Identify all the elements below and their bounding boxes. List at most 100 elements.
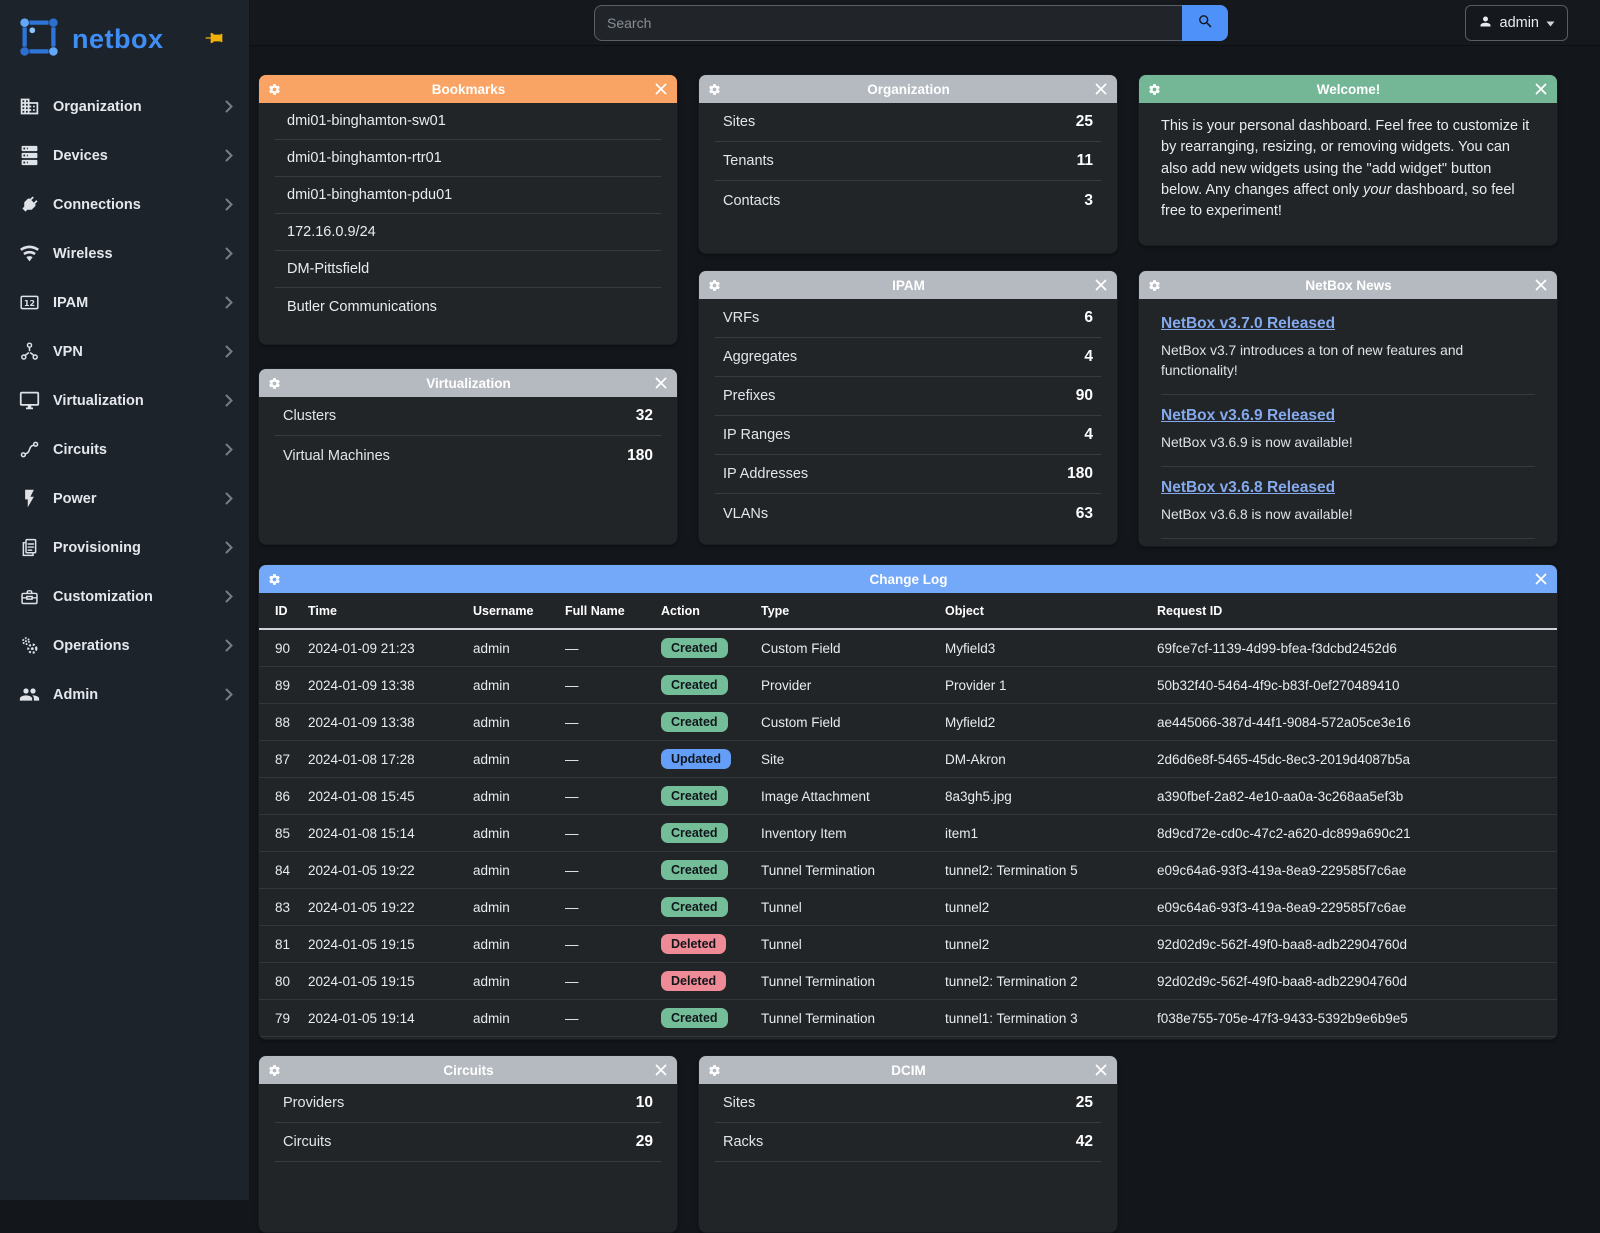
change-id-link[interactable]: 89 [275, 678, 308, 693]
sidebar-item-admin[interactable]: Admin [0, 670, 249, 719]
sidebar-item-vpn[interactable]: VPN [0, 327, 249, 376]
gear-icon[interactable] [268, 572, 282, 586]
bookmark-item[interactable]: dmi01-binghamton-sw01 [275, 103, 661, 140]
change-id-link[interactable]: 81 [275, 937, 308, 952]
change-id-link[interactable]: 85 [275, 826, 308, 841]
sidebar-item-virtualization[interactable]: Virtualization [0, 376, 249, 425]
gear-icon[interactable] [268, 82, 282, 96]
change-request-id-link[interactable]: e09c64a6-93f3-419a-8ea9-229585f7c6ae [1157, 863, 1541, 878]
change-request-id-link[interactable]: 92d02d9c-562f-49f0-baa8-adb22904760d [1157, 974, 1541, 989]
change-time-link[interactable]: 2024-01-05 19:15 [308, 974, 473, 989]
change-request-id-link[interactable]: f038e755-705e-47f3-9433-5392b9e6b9e5 [1157, 1011, 1541, 1026]
gear-icon[interactable] [268, 1063, 282, 1077]
change-id-link[interactable]: 79 [275, 1011, 308, 1026]
change-object-link[interactable]: tunnel2 [945, 900, 1157, 915]
close-icon[interactable] [1095, 1064, 1108, 1077]
change-request-id-link[interactable]: e09c64a6-93f3-419a-8ea9-229585f7c6ae [1157, 900, 1541, 915]
change-id-link[interactable]: 80 [275, 974, 308, 989]
change-object-link[interactable]: DM-Akron [945, 752, 1157, 767]
close-icon[interactable] [1535, 83, 1548, 96]
change-request-id-link[interactable]: 69fce7cf-1139-4d99-bfea-f3dcbd2452d6 [1157, 641, 1541, 656]
news-link[interactable]: NetBox v3.6.8 Released [1161, 479, 1335, 497]
change-time-link[interactable]: 2024-01-09 13:38 [308, 678, 473, 693]
change-request-id-link[interactable]: 50b32f40-5464-4f9c-b83f-0ef270489410 [1157, 678, 1541, 693]
change-request-id-link[interactable]: 8d9cd72e-cd0c-47c2-a620-dc899a690c21 [1157, 826, 1541, 841]
change-id-link[interactable]: 83 [275, 900, 308, 915]
change-time-link[interactable]: 2024-01-05 19:15 [308, 937, 473, 952]
close-icon[interactable] [1535, 279, 1548, 292]
change-request-id-link[interactable]: 92d02d9c-562f-49f0-baa8-adb22904760d [1157, 937, 1541, 952]
change-time-link[interactable]: 2024-01-08 15:45 [308, 789, 473, 804]
sidebar-item-operations[interactable]: Operations [0, 621, 249, 670]
change-id-link[interactable]: 87 [275, 752, 308, 767]
change-request-id-link[interactable]: a390fbef-2a82-4e10-aa0a-3c268aa5ef3b [1157, 789, 1541, 804]
user-menu-button[interactable]: admin [1465, 5, 1569, 41]
search-input[interactable] [594, 5, 1182, 41]
gear-icon[interactable] [708, 1063, 722, 1077]
gear-icon[interactable] [708, 82, 722, 96]
bookmark-item[interactable]: 172.16.0.9/24 [275, 214, 661, 251]
change-time-link[interactable]: 2024-01-08 17:28 [308, 752, 473, 767]
sidebar-item-power[interactable]: Power [0, 474, 249, 523]
change-id-link[interactable]: 88 [275, 715, 308, 730]
change-time-link[interactable]: 2024-01-08 15:14 [308, 826, 473, 841]
sidebar-item-connections[interactable]: Connections [0, 180, 249, 229]
change-time-link[interactable]: 2024-01-09 21:23 [308, 641, 473, 656]
gear-icon[interactable] [708, 278, 722, 292]
bookmark-item[interactable]: DM-Pittsfield [275, 251, 661, 288]
sidebar-item-organization[interactable]: Organization [0, 82, 249, 131]
change-id-link[interactable]: 86 [275, 789, 308, 804]
change-object-link[interactable]: Myfield3 [945, 641, 1157, 656]
bookmark-item[interactable]: Butler Communications [275, 288, 661, 325]
gear-icon[interactable] [1148, 278, 1162, 292]
change-object-link[interactable]: Provider 1 [945, 678, 1157, 693]
change-object-link[interactable]: tunnel1: Termination 3 [945, 1011, 1157, 1026]
news-link[interactable]: NetBox v3.6.9 Released [1161, 407, 1335, 425]
change-time-link[interactable]: 2024-01-05 19:22 [308, 900, 473, 915]
bookmark-item[interactable]: dmi01-binghamton-pdu01 [275, 177, 661, 214]
change-request-id-link[interactable]: ae445066-387d-44f1-9084-572a05ce3e16 [1157, 715, 1541, 730]
change-id-link[interactable]: 84 [275, 863, 308, 878]
sidebar-item-circuits[interactable]: Circuits [0, 425, 249, 474]
close-icon[interactable] [655, 377, 668, 390]
close-icon[interactable] [1095, 279, 1108, 292]
sidebar-item-devices[interactable]: Devices [0, 131, 249, 180]
close-icon[interactable] [655, 83, 668, 96]
change-time-link[interactable]: 2024-01-05 19:14 [308, 1011, 473, 1026]
change-id-link[interactable]: 90 [275, 641, 308, 656]
close-icon[interactable] [1095, 83, 1108, 96]
change-object-link[interactable]: tunnel2: Termination 5 [945, 863, 1157, 878]
search-button[interactable] [1182, 5, 1228, 41]
gear-icon[interactable] [268, 376, 282, 390]
change-object-link[interactable]: item1 [945, 826, 1157, 841]
news-link[interactable]: NetBox v3.7.0 Released [1161, 315, 1335, 333]
brand[interactable]: netbox [0, 0, 249, 78]
change-time-link[interactable]: 2024-01-05 19:22 [308, 863, 473, 878]
sidebar-item-provisioning[interactable]: Provisioning [0, 523, 249, 572]
gear-icon[interactable] [1148, 82, 1162, 96]
close-icon[interactable] [1535, 573, 1548, 586]
change-time-link[interactable]: 2024-01-09 13:38 [308, 715, 473, 730]
change-request-id-link[interactable]: 2d6d6e8f-5465-45dc-8ec3-2019d4087b5a [1157, 752, 1541, 767]
bookmark-item[interactable]: dmi01-binghamton-rtr01 [275, 140, 661, 177]
sidebar-item-wireless[interactable]: Wireless [0, 229, 249, 278]
sidebar-item-customization[interactable]: Customization [0, 572, 249, 621]
pin-sidebar-icon[interactable] [204, 28, 226, 50]
change-object-link[interactable]: Myfield2 [945, 715, 1157, 730]
